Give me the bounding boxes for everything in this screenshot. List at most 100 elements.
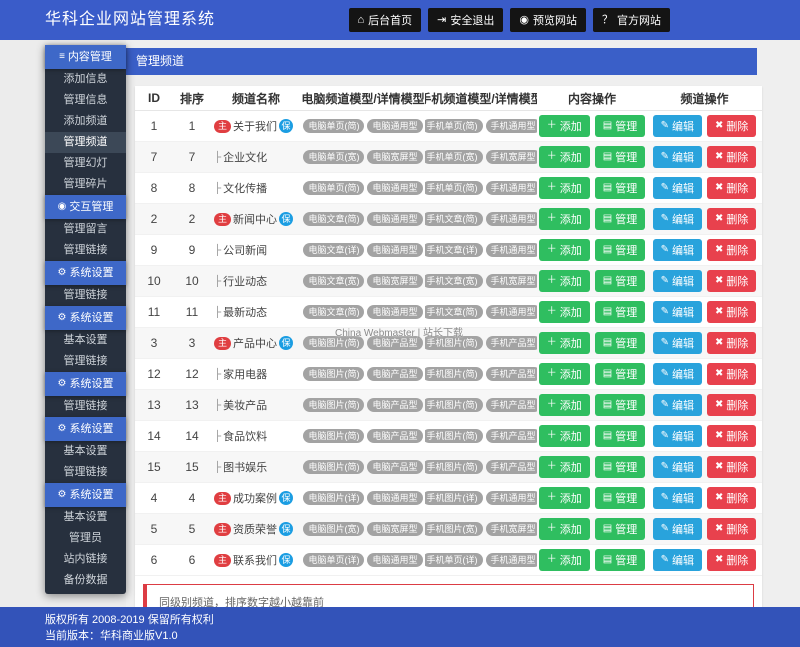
sidebar-item-8[interactable]: 管理留言 bbox=[45, 219, 126, 240]
edit-channel-button[interactable]: ✎ 编辑 bbox=[652, 208, 702, 230]
sidebar-item-3[interactable]: 添加频道 bbox=[45, 111, 126, 132]
manage-content-button[interactable]: ▤ 管理 bbox=[594, 394, 646, 416]
edit-channel-button[interactable]: ✎ 编辑 bbox=[652, 270, 702, 292]
add-content-button[interactable]: ＋添加 bbox=[538, 549, 590, 571]
add-content-button[interactable]: ＋添加 bbox=[538, 487, 590, 509]
edit-channel-button[interactable]: ✎ 编辑 bbox=[652, 518, 702, 540]
sidebar-item-21[interactable]: 基本设置 bbox=[45, 507, 126, 528]
edit-channel-button[interactable]: ✎ 编辑 bbox=[652, 394, 702, 416]
sidebar-section-header-10[interactable]: ⚙ 系统设置 bbox=[45, 261, 126, 285]
pc-model-tag: 电脑文章(详) bbox=[303, 243, 365, 257]
row-id: 1 bbox=[150, 119, 158, 133]
delete-channel-button[interactable]: ✖ 删除 bbox=[707, 177, 757, 199]
manage-content-button[interactable]: ▤ 管理 bbox=[594, 456, 646, 478]
sidebar-item-4[interactable]: 管理频道 bbox=[45, 132, 126, 153]
add-content-button[interactable]: ＋添加 bbox=[538, 239, 590, 261]
manage-content-button[interactable]: ▤ 管理 bbox=[594, 239, 646, 261]
delete-channel-button[interactable]: ✖ 删除 bbox=[707, 239, 757, 261]
edit-channel-button[interactable]: ✎ 编辑 bbox=[652, 177, 702, 199]
edit-channel-button[interactable]: ✎ 编辑 bbox=[652, 549, 702, 571]
delete-channel-button[interactable]: ✖ 删除 bbox=[707, 363, 757, 385]
delete-channel-button[interactable]: ✖ 删除 bbox=[707, 425, 757, 447]
nav-home-button[interactable]: ⌂ 后台首页 bbox=[348, 8, 422, 32]
sidebar-item-19[interactable]: 管理链接 bbox=[45, 462, 126, 483]
add-content-button[interactable]: ＋添加 bbox=[538, 270, 590, 292]
edit-channel-button[interactable]: ✎ 编辑 bbox=[652, 456, 702, 478]
manage-content-button[interactable]: ▤ 管理 bbox=[594, 487, 646, 509]
pc-model-tags: 电脑图片(简) 电脑产品型 bbox=[301, 429, 425, 443]
delete-channel-button[interactable]: ✖ 删除 bbox=[707, 146, 757, 168]
sidebar-item-16[interactable]: 管理链接 bbox=[45, 396, 126, 417]
manage-content-button[interactable]: ▤ 管理 bbox=[594, 115, 646, 137]
channel-name-cell: ├ 美妆产品 bbox=[211, 397, 301, 413]
nav-preview-button[interactable]: ◉ 预览网站 bbox=[510, 8, 586, 32]
row-order: 3 bbox=[188, 336, 196, 350]
add-content-button[interactable]: ＋添加 bbox=[538, 301, 590, 323]
sidebar-item-24[interactable]: 备份数据 bbox=[45, 570, 126, 591]
add-content-button[interactable]: ＋添加 bbox=[538, 177, 590, 199]
add-content-button[interactable]: ＋添加 bbox=[538, 425, 590, 447]
edit-channel-button[interactable]: ✎ 编辑 bbox=[652, 363, 702, 385]
edit-channel-button[interactable]: ✎ 编辑 bbox=[652, 487, 702, 509]
nav-logout-button[interactable]: ⇥ 安全退出 bbox=[428, 8, 504, 32]
delete-channel-button[interactable]: ✖ 删除 bbox=[707, 115, 757, 137]
mobile-model-tag: 手机文章(简) bbox=[425, 305, 483, 319]
manage-content-button[interactable]: ▤ 管理 bbox=[594, 270, 646, 292]
sidebar-section-header-0[interactable]: ≡ 内容管理 bbox=[45, 45, 126, 69]
manage-content-button[interactable]: ▤ 管理 bbox=[594, 425, 646, 447]
manage-content-button[interactable]: ▤ 管理 bbox=[594, 177, 646, 199]
sidebar-item-2[interactable]: 管理信息 bbox=[45, 90, 126, 111]
add-content-button[interactable]: ＋添加 bbox=[538, 394, 590, 416]
sidebar-item-18[interactable]: 基本设置 bbox=[45, 441, 126, 462]
sidebar-item-1[interactable]: 添加信息 bbox=[45, 69, 126, 90]
sidebar-item-14[interactable]: 管理链接 bbox=[45, 351, 126, 372]
add-content-button[interactable]: ＋添加 bbox=[538, 363, 590, 385]
mobile-model-tag: 手机产品型 bbox=[485, 460, 537, 474]
delete-channel-button[interactable]: ✖ 删除 bbox=[707, 301, 757, 323]
sidebar-section-header-17[interactable]: ⚙ 系统设置 bbox=[45, 417, 126, 441]
nav-official-button[interactable]: ？ 官方网站 bbox=[593, 8, 670, 32]
sidebar-section-header-20[interactable]: ⚙ 系统设置 bbox=[45, 483, 126, 507]
sidebar-item-6[interactable]: 管理碎片 bbox=[45, 174, 126, 195]
add-content-button[interactable]: ＋添加 bbox=[538, 208, 590, 230]
pencil-icon: ✎ bbox=[660, 306, 669, 317]
edit-channel-button[interactable]: ✎ 编辑 bbox=[652, 146, 702, 168]
sidebar-section-header-12[interactable]: ⚙ 系统设置 bbox=[45, 306, 126, 330]
sidebar-item-13[interactable]: 基本设置 bbox=[45, 330, 126, 351]
delete-channel-button[interactable]: ✖ 删除 bbox=[707, 208, 757, 230]
sidebar-section-header-7[interactable]: ◉ 交互管理 bbox=[45, 195, 126, 219]
pencil-icon: ✎ bbox=[660, 368, 669, 379]
delete-channel-button[interactable]: ✖ 删除 bbox=[707, 456, 757, 478]
manage-content-button[interactable]: ▤ 管理 bbox=[594, 518, 646, 540]
edit-channel-button[interactable]: ✎ 编辑 bbox=[652, 115, 702, 137]
sidebar-item-5[interactable]: 管理幻灯 bbox=[45, 153, 126, 174]
sidebar-section-header-15[interactable]: ⚙ 系统设置 bbox=[45, 372, 126, 396]
delete-channel-button[interactable]: ✖ 删除 bbox=[707, 394, 757, 416]
manage-content-button[interactable]: ▤ 管理 bbox=[594, 208, 646, 230]
edit-channel-button[interactable]: ✎ 编辑 bbox=[652, 239, 702, 261]
row-order: 13 bbox=[185, 398, 199, 412]
edit-channel-button[interactable]: ✎ 编辑 bbox=[652, 301, 702, 323]
manage-content-button[interactable]: ▤ 管理 bbox=[594, 146, 646, 168]
add-content-button[interactable]: ＋添加 bbox=[538, 332, 590, 354]
sidebar-item-22[interactable]: 管理员 bbox=[45, 528, 126, 549]
add-content-button[interactable]: ＋添加 bbox=[538, 115, 590, 137]
sidebar-item-23[interactable]: 站内链接 bbox=[45, 549, 126, 570]
delete-channel-button[interactable]: ✖ 删除 bbox=[707, 549, 757, 571]
sidebar-item-9[interactable]: 管理链接 bbox=[45, 240, 126, 261]
edit-channel-button[interactable]: ✎ 编辑 bbox=[652, 332, 702, 354]
manage-content-button[interactable]: ▤ 管理 bbox=[594, 301, 646, 323]
manage-content-button[interactable]: ▤ 管理 bbox=[594, 549, 646, 571]
delete-channel-button[interactable]: ✖ 删除 bbox=[707, 270, 757, 292]
manage-content-button[interactable]: ▤ 管理 bbox=[594, 363, 646, 385]
delete-channel-button[interactable]: ✖ 删除 bbox=[707, 518, 757, 540]
edit-channel-button[interactable]: ✎ 编辑 bbox=[652, 425, 702, 447]
delete-channel-button[interactable]: ✖ 删除 bbox=[707, 332, 757, 354]
delete-channel-button[interactable]: ✖ 删除 bbox=[707, 487, 757, 509]
add-content-button[interactable]: ＋添加 bbox=[538, 146, 590, 168]
add-content-button[interactable]: ＋添加 bbox=[538, 518, 590, 540]
add-content-button[interactable]: ＋添加 bbox=[538, 456, 590, 478]
manage-content-button[interactable]: ▤ 管理 bbox=[594, 332, 646, 354]
pencil-icon: ✎ bbox=[660, 430, 669, 441]
sidebar-item-11[interactable]: 管理链接 bbox=[45, 285, 126, 306]
